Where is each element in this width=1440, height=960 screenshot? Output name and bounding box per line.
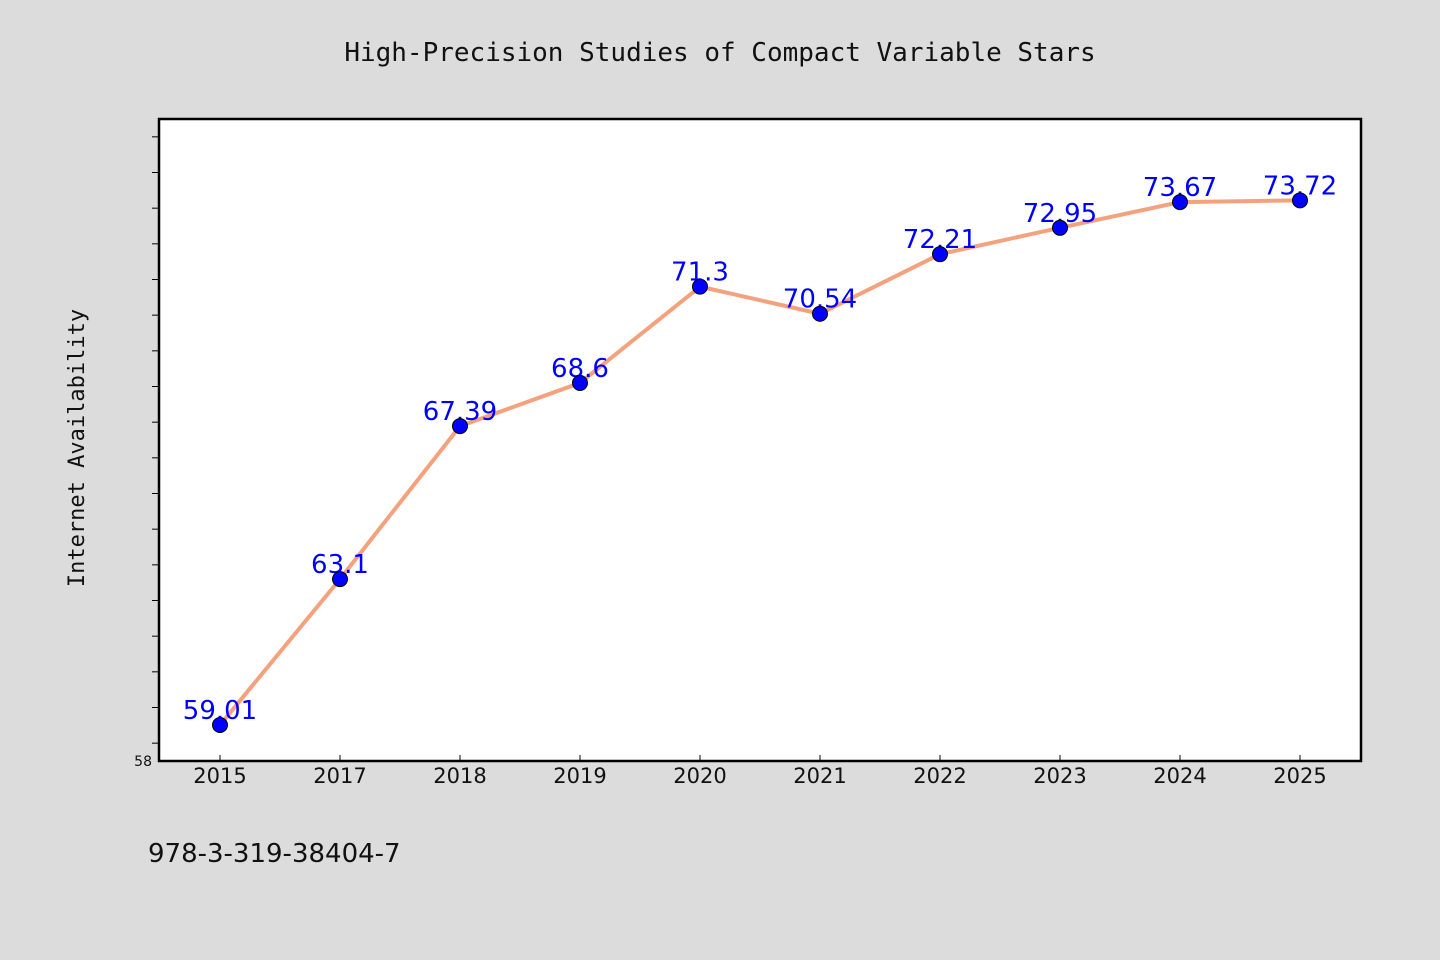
x-tick-label: 2025 <box>1273 764 1326 788</box>
data-point <box>932 246 948 263</box>
x-tick-label: 2015 <box>193 764 246 788</box>
chart-title: High-Precision Studies of Compact Variab… <box>344 38 1095 68</box>
data-point <box>332 571 348 588</box>
y-axis-label: Internet Availability <box>65 309 90 587</box>
y-axis-ticks <box>152 136 159 744</box>
data-point <box>212 716 228 733</box>
data-point <box>1172 194 1188 211</box>
x-tick-label: 2024 <box>1153 764 1206 788</box>
x-axis-ticks <box>219 755 1301 761</box>
x-tick-label: 2017 <box>313 764 366 788</box>
y-tick-label-min: 58 <box>134 754 152 770</box>
plot-area <box>157 117 1363 763</box>
data-point <box>812 305 828 322</box>
data-points <box>212 192 1308 733</box>
data-point <box>692 278 708 295</box>
x-tick-label: 2019 <box>553 764 606 788</box>
data-point <box>452 418 468 435</box>
footer-isbn: 978-3-319-38404-7 <box>148 839 401 869</box>
x-tick-label: 2022 <box>913 764 966 788</box>
x-tick-labels: 2015 2017 2018 2019 2020 2021 2022 2023 2024 2025 <box>193 764 1326 788</box>
x-tick-label: 2018 <box>433 764 486 788</box>
x-tick-label: 2023 <box>1033 764 1086 788</box>
data-labels: 59.0163.167.3968.671.370.5472.2172.9573.… <box>183 171 1337 726</box>
data-point <box>572 374 588 391</box>
x-tick-label: 2021 <box>793 764 846 788</box>
data-point <box>1052 219 1068 236</box>
series-line <box>218 198 1302 727</box>
data-point <box>1292 192 1308 209</box>
x-tick-label: 2020 <box>673 764 726 788</box>
